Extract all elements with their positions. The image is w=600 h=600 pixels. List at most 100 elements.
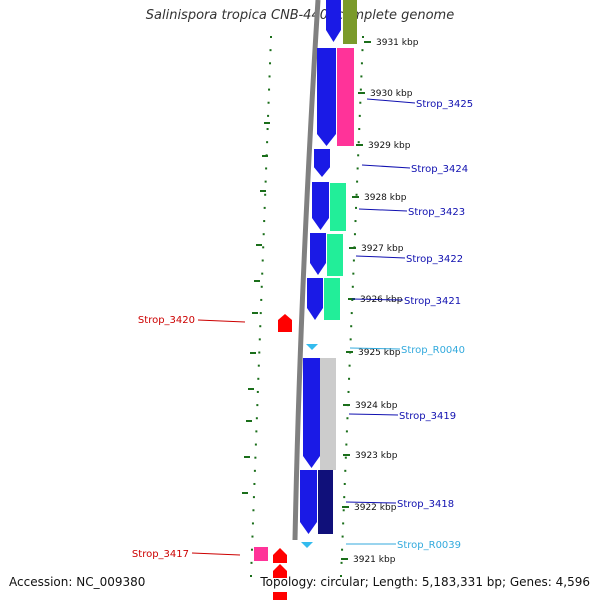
outer-tick: [342, 522, 345, 525]
green-block-3423: [330, 183, 346, 231]
strop-r0040-label: Strop_R0040: [401, 345, 465, 356]
inner-tick: [251, 522, 254, 525]
inner-tick-dash: [262, 155, 268, 157]
rna-marker-r0040: [306, 344, 318, 350]
navy-block: [318, 470, 333, 534]
outer-tick: [352, 259, 355, 262]
green-block-3422: [327, 234, 343, 276]
inner-tick: [255, 417, 258, 420]
pink-block-3417: [254, 547, 268, 561]
inner-tick: [260, 285, 263, 288]
outer-tick: [351, 285, 354, 288]
inner-tick-dash: [242, 492, 248, 494]
strop-3424-label: Strop_3424: [411, 164, 468, 175]
backbone-line: [292, 0, 321, 541]
outer-tick: [347, 390, 350, 393]
inner-tick: [253, 482, 256, 485]
outer-tick: [345, 430, 348, 433]
outer-tick: [340, 561, 343, 564]
cds-arrow-3422: [310, 233, 326, 275]
reverse-arrow-3420: [278, 314, 292, 332]
outer-tick: [358, 128, 361, 131]
inner-tick: [266, 141, 269, 144]
inner-tick: [252, 496, 255, 499]
inner-tick: [261, 272, 264, 275]
outer-tick: [340, 575, 342, 577]
outer-tick: [356, 180, 359, 183]
inner-tick-dash: [252, 312, 258, 314]
inner-tick-dash: [246, 420, 252, 422]
cds-arrow-3419: [303, 358, 320, 468]
green-block-3421: [324, 278, 340, 320]
kbp-3929-label: 3929 kbp: [368, 141, 411, 151]
reverse-arrow-3417: [273, 548, 287, 563]
inner-tick: [262, 233, 265, 236]
outer-tick: [343, 482, 346, 485]
strop-3418-label: Strop_3418: [397, 499, 454, 510]
kbp-3923-label: 3923 kbp: [355, 451, 398, 461]
strop-3417-label: Strop_3417: [132, 549, 189, 560]
cds-arrow-3423: [312, 182, 329, 230]
strop-3421-label: Strop_3421: [404, 296, 461, 307]
strop-3420-label: Strop_3420: [138, 315, 195, 326]
inner-tick: [258, 351, 261, 354]
inner-tick: [254, 443, 257, 446]
inner-tick: [268, 75, 271, 78]
inner-tick: [260, 298, 263, 301]
outer-tick: [350, 312, 353, 315]
inner-tick: [269, 49, 272, 52]
labels: 3931 kbp 3930 kbp 3929 kbp 3928 kbp 3927 kbp…: [132, 38, 473, 565]
strop-3422-leader: [355, 255, 406, 259]
outer-tick: [362, 36, 364, 38]
strop-3419-label: Strop_3419: [399, 411, 456, 422]
topology-label: Topology: circular; Length: 5,183,331 bp…: [260, 575, 590, 589]
inner-tick: [267, 114, 270, 117]
inner-tick: [256, 404, 259, 407]
outer-tick: [360, 62, 363, 65]
gray-block: [320, 358, 336, 470]
strop-3419-leader: [348, 413, 399, 416]
map-title: Salinispora tropica CNB-440, complete ge…: [145, 8, 455, 23]
inner-tick: [264, 193, 267, 196]
outer-tick: [349, 338, 352, 341]
kbp-3927-label: 3927 kbp: [361, 244, 404, 254]
accession-label: Accession: NC_009380: [9, 575, 146, 589]
inner-tick: [266, 128, 269, 131]
strop-3417-leader: [191, 552, 241, 556]
outer-tick: [350, 325, 353, 328]
inner-tick-dash: [244, 456, 250, 458]
strop-r0040-leader: [349, 347, 401, 350]
inner-tick: [261, 259, 264, 262]
inner-tick-dash: [254, 280, 260, 282]
outer-tick: [346, 417, 349, 420]
inner-tick: [258, 338, 261, 341]
inner-tick-dash: [250, 352, 256, 354]
kbp-3921-label: 3921 kbp: [353, 555, 396, 565]
inner-tick: [251, 535, 254, 538]
inner-tick: [250, 561, 253, 564]
kbp-3925-label: 3925 kbp: [358, 348, 401, 358]
strop-3425-label: Strop_3425: [416, 99, 473, 110]
strop-3421-leader: [351, 298, 404, 301]
outer-tick: [353, 233, 356, 236]
outer-tick: [357, 141, 360, 144]
kbp-3930-label: 3930 kbp: [370, 89, 413, 99]
pink-block: [337, 48, 354, 146]
inner-tick: [268, 88, 271, 91]
inner-tick: [263, 220, 266, 223]
strop-3424-leader: [361, 164, 411, 169]
inner-tick: [250, 575, 252, 577]
inner-tick: [259, 325, 262, 328]
inner-tick: [250, 548, 253, 551]
outer-tick: [354, 220, 357, 223]
backbone: [292, 0, 321, 541]
kbp-3928-label: 3928 kbp: [364, 193, 407, 203]
strop-3423-label: Strop_3423: [408, 207, 465, 218]
inner-tick: [257, 364, 260, 367]
feature-blocks: [254, 0, 357, 600]
rna-marker-r0039: [301, 542, 313, 548]
kbp-3922-label: 3922 kbp: [354, 503, 397, 513]
inner-tick: [255, 430, 258, 433]
outer-tick: [355, 206, 358, 209]
